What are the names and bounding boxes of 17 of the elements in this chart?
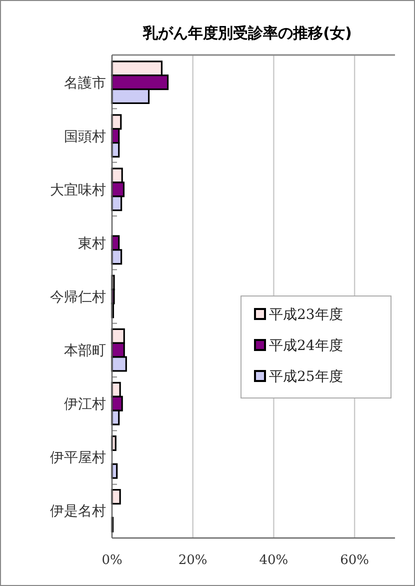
x-tick-label: 0% bbox=[102, 553, 122, 568]
y-tick-label: 国頭村 bbox=[64, 128, 106, 145]
legend-label: 平成24年度 bbox=[269, 338, 343, 354]
y-tick-label: 伊平屋村 bbox=[50, 450, 106, 466]
chart-title: 乳がん年度別受診率の推移(女) bbox=[142, 24, 352, 42]
y-tick-label: 本部町 bbox=[64, 343, 106, 360]
y-tick-label: 大宜味村 bbox=[50, 182, 106, 198]
y-tick-label: 名護市 bbox=[64, 75, 106, 92]
legend-label: 平成23年度 bbox=[269, 307, 343, 323]
legend-label: 平成25年度 bbox=[269, 369, 343, 385]
y-tick-label: 伊是名村 bbox=[50, 504, 106, 520]
y-tick-label: 今帰仁村 bbox=[50, 290, 106, 306]
x-tick-label: 20% bbox=[178, 553, 208, 568]
x-tick-label: 40% bbox=[259, 553, 288, 568]
y-tick-label: 東村 bbox=[78, 236, 106, 252]
y-tick-label: 伊江村 bbox=[64, 396, 106, 413]
x-tick-label: 60% bbox=[340, 553, 370, 568]
